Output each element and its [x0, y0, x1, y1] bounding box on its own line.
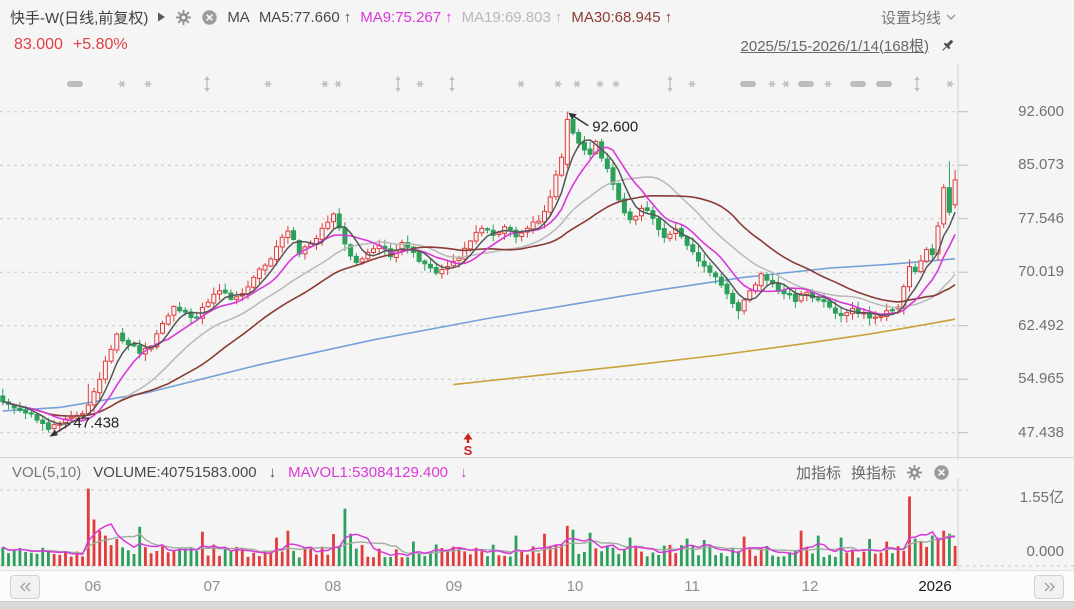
- chart-header: 快手-W(日线,前复权): [10, 5, 956, 29]
- x-axis-label: 09: [445, 578, 463, 595]
- volume-chart[interactable]: [0, 478, 1074, 570]
- scroll-right-button[interactable]: [1034, 575, 1064, 599]
- expand-arrow-icon[interactable]: [157, 12, 166, 22]
- date-range-link[interactable]: 2025/5/15-2026/1/14(168根): [740, 37, 929, 55]
- ma9-label: MA9:75.267 ↑: [360, 8, 453, 26]
- x-axis-label: 11: [684, 578, 700, 595]
- scroll-left-button[interactable]: [10, 575, 40, 599]
- time-axis: 06 07 08 09 10 11 12 2026: [0, 570, 1074, 602]
- x-axis-label: 2026: [918, 578, 952, 595]
- bottom-strip: [0, 601, 1074, 609]
- ma-settings-button[interactable]: 设置均线: [881, 7, 956, 28]
- x-axis-label: 06: [84, 578, 102, 595]
- volume-gear-icon[interactable]: [906, 464, 923, 481]
- volume-header: VOL(5,10) VOLUME:40751583.000 ↓ MAVOL1:5…: [12, 459, 950, 485]
- chevron-down-icon: [946, 13, 956, 21]
- chevron-double-left-icon: [19, 582, 31, 592]
- volume-value: VOLUME:40751583.000: [93, 463, 257, 481]
- svg-text:S: S: [464, 443, 473, 458]
- ma-gear-icon[interactable]: [175, 9, 192, 26]
- mavol-value: MAVOL1:53084129.400: [288, 463, 448, 481]
- ma-close-icon[interactable]: [201, 9, 218, 26]
- ma-group-label: MA: [227, 8, 250, 26]
- pane-divider: [0, 457, 1074, 458]
- add-indicator-button[interactable]: 加指标: [795, 464, 841, 482]
- volume-indicator-label: VOL(5,10): [12, 463, 82, 481]
- ma5-label: MA5:77.660 ↑: [258, 8, 352, 26]
- last-price: 83.000: [14, 36, 63, 53]
- candlestick-chart[interactable]: 92.600 47.438 S: [0, 64, 1074, 460]
- ma30-label: MA30:68.945 ↑: [571, 8, 673, 26]
- mavol-arrow: ↓: [460, 463, 468, 481]
- price-summary-row: 83.000 +5.80% 2025/5/15-2026/1/14(168根): [14, 33, 956, 57]
- volume-arrow: ↓: [268, 463, 277, 481]
- ma19-label: MA19:69.803 ↑: [461, 8, 563, 26]
- x-axis-label: 08: [324, 578, 342, 595]
- switch-indicator-button[interactable]: 换指标: [850, 464, 896, 482]
- symbol-title: 快手-W(日线,前复权): [10, 9, 149, 27]
- svg-text:92.600: 92.600: [592, 119, 638, 136]
- x-axis-label: 12: [801, 578, 819, 595]
- x-axis-label: 10: [566, 578, 584, 595]
- volume-close-icon[interactable]: [933, 464, 950, 481]
- pin-icon[interactable]: [939, 37, 956, 54]
- change-percent: +5.80%: [72, 36, 128, 53]
- x-axis-label: 07: [203, 578, 221, 595]
- chevron-double-right-icon: [1043, 582, 1055, 592]
- svg-text:47.438: 47.438: [73, 415, 119, 432]
